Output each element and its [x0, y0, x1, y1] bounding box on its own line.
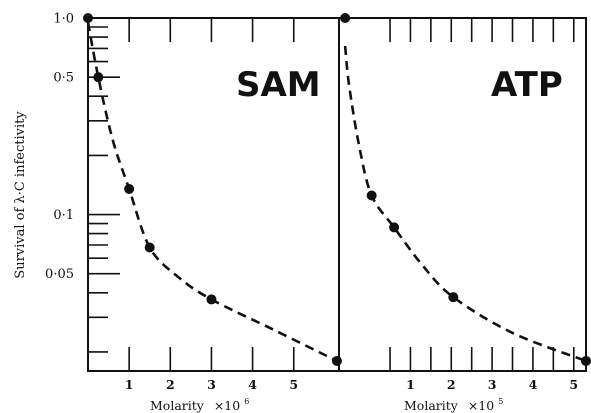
- sam-x-tick-label: 1: [125, 377, 134, 392]
- sam-data-point: [206, 294, 217, 305]
- axis-ticks: [88, 17, 575, 371]
- tick-labels: 1·0 0·5 0·1 0·05 1 2 3 4 5 1 2 3 4 5: [45, 12, 578, 393]
- y-tick-label: 0·1: [53, 208, 74, 223]
- curves: [86, 22, 587, 363]
- y-tick-label: 0·5: [53, 71, 74, 86]
- atp-data-point: [448, 292, 459, 303]
- sam-data-point: [144, 242, 155, 253]
- panel-label-sam: SAM: [236, 65, 321, 105]
- sam-data-point: [93, 72, 104, 83]
- x-axis-title-atp: Molarity ×10 5: [404, 397, 503, 413]
- atp-x-tick-label: 2: [447, 377, 456, 392]
- sam-x-tick-label: 5: [289, 377, 298, 392]
- atp-x-tick-label: 4: [529, 377, 538, 392]
- data-points: [83, 13, 591, 366]
- panel-label-atp: ATP: [491, 65, 563, 105]
- y-tick-label: 0·05: [45, 267, 74, 282]
- atp-x-tick-label: 3: [488, 377, 497, 392]
- y-tick-label: 1·0: [53, 12, 74, 27]
- atp-data-point: [581, 355, 591, 366]
- x-axis-title-atp-exp: 5: [498, 397, 503, 406]
- x-axis-title-sam-exp: 6: [244, 397, 249, 406]
- x-axis-title-sam: Molarity ×10 6: [150, 397, 249, 413]
- sam-data-point: [124, 183, 135, 194]
- x-axis-title-atp-text: Molarity: [404, 398, 459, 413]
- sam-x-tick-label: 3: [207, 377, 216, 392]
- plot-frame: [87, 17, 587, 372]
- sam-data-point: [331, 355, 342, 366]
- x-axis-title-sam-mult: ×10: [214, 398, 240, 413]
- sam-x-tick-label: 4: [248, 377, 257, 392]
- sam-curve: [86, 22, 338, 363]
- atp-x-tick-label: 1: [406, 377, 415, 392]
- atp-curve: [343, 45, 587, 363]
- sam-data-point: [83, 13, 93, 23]
- atp-data-point: [389, 222, 400, 233]
- x-axis-title-sam-text: Molarity: [150, 398, 205, 413]
- atp-data-point: [366, 190, 377, 201]
- atp-data-point: [340, 13, 351, 23]
- atp-x-tick-label: 5: [569, 377, 578, 392]
- x-axis-title-atp-mult: ×10: [468, 398, 494, 413]
- y-axis-title: Survival of λ·C infectivity: [13, 111, 28, 279]
- sam-x-tick-label: 2: [166, 377, 175, 392]
